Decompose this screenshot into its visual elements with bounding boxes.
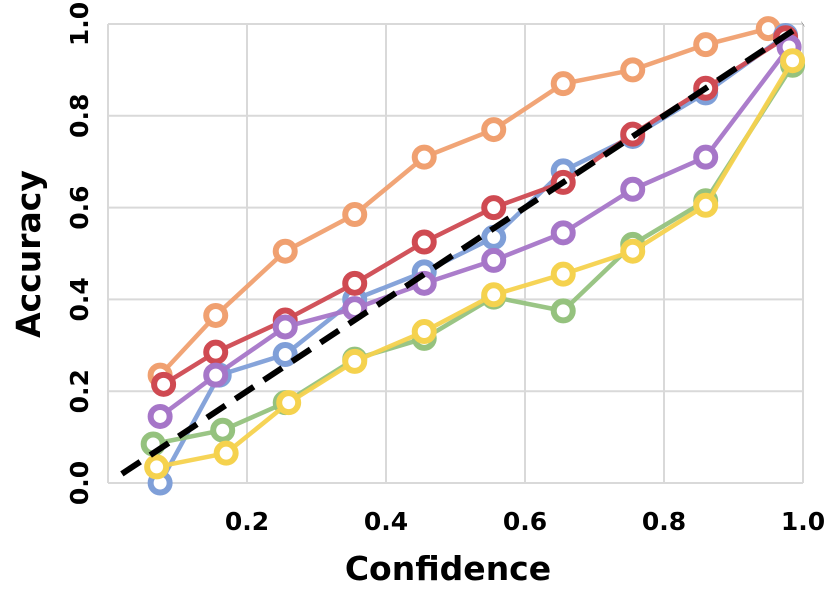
grid (107, 23, 804, 484)
data-point-purple (693, 144, 719, 170)
data-point-yellow (481, 282, 507, 308)
data-point-orange (693, 32, 719, 58)
data-point-orange (620, 57, 646, 83)
series-layer (140, 16, 806, 496)
series-line-green (152, 64, 795, 447)
y-tick-label: 0.6 (65, 185, 94, 229)
series-yellow (144, 48, 806, 480)
data-point-orange (550, 71, 576, 97)
y-tick-label: 1.0 (65, 2, 94, 46)
data-point-red (203, 339, 229, 365)
data-point-green (550, 298, 576, 324)
x-axis-title: Confidence (345, 549, 551, 588)
series-line-orange (158, 26, 769, 377)
data-point-yellow (693, 192, 719, 218)
y-tick-label: 0.8 (65, 94, 94, 138)
data-point-red (342, 270, 368, 296)
data-point-yellow (780, 48, 806, 74)
data-point-orange (272, 238, 298, 264)
data-point-yellow (620, 238, 646, 264)
series-purple (147, 34, 802, 429)
x-tick-label: 0.8 (642, 507, 686, 536)
reference-line-group (120, 21, 805, 477)
data-point-yellow (276, 390, 302, 416)
series-orange (147, 16, 781, 388)
data-point-yellow (144, 454, 170, 480)
reference-line (120, 21, 805, 477)
data-point-yellow (342, 348, 368, 374)
data-point-purple (550, 220, 576, 246)
data-point-orange (342, 201, 368, 227)
y-axis-title: Accuracy (9, 170, 48, 338)
x-tick-label: 1.0 (781, 507, 825, 536)
data-point-red (151, 371, 177, 397)
series-line-purple (158, 45, 791, 419)
data-point-orange (411, 144, 437, 170)
data-point-orange (481, 117, 507, 143)
data-point-purple (203, 362, 229, 388)
data-point-purple (620, 176, 646, 202)
data-point-yellow (550, 261, 576, 287)
y-tick-label: 0.4 (65, 277, 94, 321)
x-tick-label: 0.2 (225, 507, 269, 536)
data-point-red (481, 195, 507, 221)
data-point-green (210, 417, 236, 443)
data-point-red (411, 229, 437, 255)
y-tick-label: 0.0 (65, 461, 94, 505)
y-tick-label: 0.2 (65, 369, 94, 413)
data-point-purple (147, 403, 173, 429)
data-point-orange (203, 302, 229, 328)
data-point-purple (272, 314, 298, 340)
tick-labels: 0.2 0.4 0.6 0.8 1.0 0.0 0.2 0.4 0.6 0.8 1.0 (65, 2, 825, 536)
series-line-yellow (156, 59, 795, 470)
data-point-purple (481, 247, 507, 273)
data-point-yellow (213, 440, 239, 466)
data-point-yellow (411, 319, 437, 345)
x-tick-label: 0.6 (503, 507, 547, 536)
x-tick-label: 0.4 (364, 507, 408, 536)
data-point-blue (272, 341, 298, 367)
